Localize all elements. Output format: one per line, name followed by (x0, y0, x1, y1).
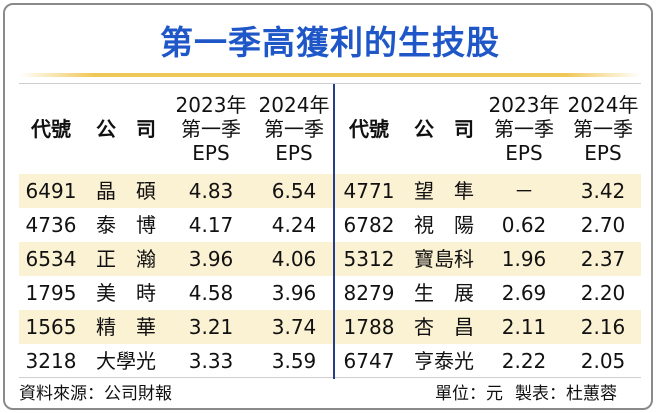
page-title: 第一季高獲利的生技股 (160, 23, 500, 62)
cell-eps2024: 2.70 (580, 213, 626, 237)
cell-code: 4736 (25, 213, 77, 237)
footer: 資料來源：公司財報 單位：元 製表：杜蕙蓉 (19, 381, 641, 407)
cell-name: 正 瀚 (96, 247, 156, 271)
header-eps2024-line3: EPS (275, 141, 313, 165)
cell-code: 8279 (343, 281, 395, 305)
cell-eps2024: 6.54 (271, 179, 317, 203)
header-eps2024-line3: EPS (584, 141, 622, 165)
cell-eps2024: 3.59 (271, 349, 317, 373)
cell-eps2024: 2.37 (580, 247, 626, 271)
row-left-half: 1565 精 華 3.21 3.74 (19, 310, 333, 344)
infographic-frame: 第一季高獲利的生技股 代號 公 司 2023年 第一季 EPS 2024年 第一… (3, 3, 653, 410)
header-code-left: 代號 (31, 117, 71, 141)
row-right-half: 6782 視 陽 0.62 2.70 (335, 208, 641, 242)
header-eps2024-left: 2024年 第一季 EPS (255, 84, 333, 174)
cell-eps2023: 2.22 (501, 349, 547, 373)
cell-eps2024: 2.05 (580, 349, 626, 373)
source-note: 資料來源：公司財報 (19, 384, 172, 404)
cell-name: 美 時 (96, 281, 156, 305)
header-company-left: 公 司 (96, 117, 156, 141)
table-row: 1565 精 華 3.21 3.74 1788 杏 昌 2.11 2.16 (19, 310, 641, 344)
cell-eps2024: 2.16 (580, 315, 626, 339)
header-company-right: 公 司 (414, 117, 474, 141)
row-right-half: 4771 望 隼 － 3.42 (335, 174, 641, 208)
header-eps2023-line3: EPS (505, 141, 543, 165)
table-row: 3218 大學光 3.33 3.59 6747 亨泰光 2.22 2.05 (19, 344, 641, 378)
header-eps2024-line1: 2024年 (258, 93, 330, 117)
row-right-half: 6747 亨泰光 2.22 2.05 (335, 344, 641, 378)
cell-eps2023: 2.11 (501, 315, 547, 339)
header-eps2023-line2: 第一季 (494, 117, 554, 141)
cell-eps2023: 3.96 (188, 247, 234, 271)
cell-eps2023: 1.96 (501, 247, 547, 271)
cell-eps2024: 2.20 (580, 281, 626, 305)
header-eps2023-left: 2023年 第一季 EPS (169, 84, 253, 174)
cell-code: 6747 (343, 349, 395, 373)
cell-eps2024: 4.24 (271, 213, 317, 237)
header-eps2023-line3: EPS (192, 141, 230, 165)
header-eps2023-line1: 2023年 (488, 93, 560, 117)
eps-table: 代號 公 司 2023年 第一季 EPS 2024年 第一季 EPS 代號 公 … (19, 83, 641, 379)
row-right-half: 5312 寶島科 1.96 2.37 (335, 242, 641, 276)
cell-eps2023: 2.69 (501, 281, 547, 305)
row-left-half: 4736 泰 博 4.17 4.24 (19, 208, 333, 242)
cell-name: 生 展 (414, 281, 474, 305)
maker-note: 製表：杜蕙蓉 (515, 384, 617, 404)
cell-eps2023: 4.17 (188, 213, 234, 237)
cell-eps2023: 0.62 (501, 213, 547, 237)
cell-eps2023: 4.83 (188, 179, 234, 203)
cell-eps2023: 3.33 (188, 349, 234, 373)
row-left-half: 1795 美 時 4.58 3.96 (19, 276, 333, 310)
row-left-half: 6534 正 瀚 3.96 4.06 (19, 242, 333, 276)
cell-eps2023: － (514, 179, 534, 203)
cell-eps2024: 3.74 (271, 315, 317, 339)
row-left-half: 6491 晶 碩 4.83 6.54 (19, 174, 333, 208)
header-code-right: 代號 (349, 117, 389, 141)
cell-name: 亨泰光 (414, 349, 474, 373)
cell-code: 6491 (25, 179, 77, 203)
cell-code: 3218 (25, 349, 77, 373)
header-eps2024-line2: 第一季 (264, 117, 324, 141)
header-eps2024-line1: 2024年 (567, 93, 639, 117)
cell-name: 寶島科 (414, 247, 474, 271)
cell-name: 視 陽 (414, 213, 474, 237)
cell-code: 6782 (343, 213, 395, 237)
table-row: 6534 正 瀚 3.96 4.06 5312 寶島科 1.96 2.37 (19, 242, 641, 276)
cell-code: 6534 (25, 247, 77, 271)
cell-name: 望 隼 (414, 179, 474, 203)
row-right-half: 1788 杏 昌 2.11 2.16 (335, 310, 641, 344)
cell-code: 4771 (343, 179, 395, 203)
header-eps2023-right: 2023年 第一季 EPS (485, 84, 563, 174)
header-eps2023-line2: 第一季 (181, 117, 241, 141)
cell-eps2024: 3.96 (271, 281, 317, 305)
header-eps2024-line2: 第一季 (573, 117, 633, 141)
column-divider (333, 84, 335, 379)
table-row: 4736 泰 博 4.17 4.24 6782 視 陽 0.62 2.70 (19, 208, 641, 242)
cell-eps2024: 4.06 (271, 247, 317, 271)
cell-name: 大學光 (96, 349, 156, 373)
cell-eps2024: 3.42 (580, 179, 626, 203)
cell-name: 杏 昌 (414, 315, 474, 339)
cell-name: 泰 博 (96, 213, 156, 237)
cell-eps2023: 3.21 (188, 315, 234, 339)
cell-code: 1565 (25, 315, 77, 339)
table-row: 6491 晶 碩 4.83 6.54 4771 望 隼 － 3.42 (19, 174, 641, 208)
cell-code: 5312 (343, 247, 395, 271)
header-eps2023-line1: 2023年 (175, 93, 247, 117)
header-eps2024-right: 2024年 第一季 EPS (565, 84, 641, 174)
row-right-half: 8279 生 展 2.69 2.20 (335, 276, 641, 310)
unit-note: 單位：元 (435, 384, 503, 404)
table-row: 1795 美 時 4.58 3.96 8279 生 展 2.69 2.20 (19, 276, 641, 310)
cell-name: 晶 碩 (96, 179, 156, 203)
cell-eps2023: 4.58 (188, 281, 234, 305)
cell-name: 精 華 (96, 315, 156, 339)
row-left-half: 3218 大學光 3.33 3.59 (19, 344, 333, 378)
title-underline (19, 73, 641, 77)
cell-code: 1795 (25, 281, 77, 305)
table-header: 代號 公 司 2023年 第一季 EPS 2024年 第一季 EPS 代號 公 … (19, 84, 641, 174)
cell-code: 1788 (343, 315, 395, 339)
